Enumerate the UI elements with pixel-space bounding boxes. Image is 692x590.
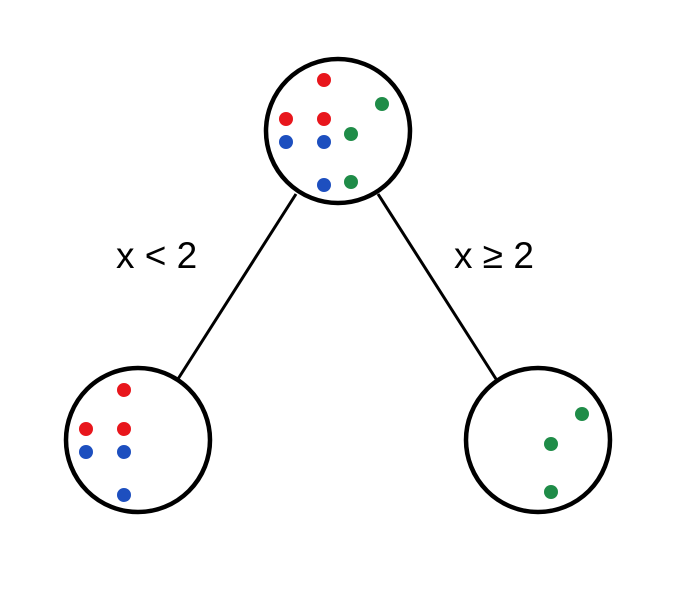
point-red [117,422,131,436]
node-left [63,365,213,515]
edge-label-left: x < 2 [116,235,197,276]
point-red [317,112,331,126]
point-blue [79,445,93,459]
point-red [79,422,93,436]
point-red [117,383,131,397]
node-right-points [544,407,589,499]
point-blue [317,135,331,149]
node-right-circle [463,365,613,515]
point-red [317,73,331,87]
point-blue [317,178,331,192]
point-green [344,175,358,189]
point-blue [117,488,131,502]
edge-root-left [176,193,298,380]
node-left-points [79,383,131,502]
edge-root-right [376,193,498,380]
point-blue [117,445,131,459]
edge-label-right: x ≥ 2 [454,235,534,276]
node-right [463,365,613,515]
point-green [575,407,589,421]
point-green [544,485,558,499]
point-red [279,112,293,126]
point-green [375,97,389,111]
node-root [263,56,413,206]
point-blue [279,135,293,149]
node-root-circle [263,56,413,206]
point-green [344,127,358,141]
point-green [544,437,558,451]
node-root-points [279,73,389,192]
node-left-circle [63,365,213,515]
